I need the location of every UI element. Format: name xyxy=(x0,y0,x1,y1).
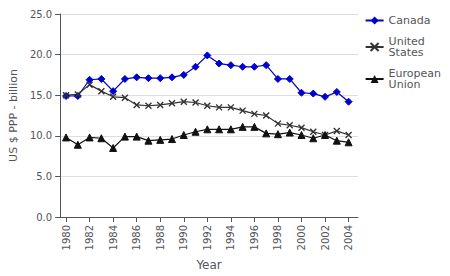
svg-text:1992: 1992 xyxy=(202,225,213,250)
svg-text:US $ PPP - billion: US $ PPP - billion xyxy=(7,69,20,162)
svg-text:States: States xyxy=(389,46,424,59)
svg-text:1986: 1986 xyxy=(131,225,142,250)
svg-text:10.0: 10.0 xyxy=(30,130,52,141)
svg-text:2002: 2002 xyxy=(320,225,331,250)
svg-text:1998: 1998 xyxy=(272,225,283,250)
svg-text:25.0: 25.0 xyxy=(30,9,52,20)
svg-text:2000: 2000 xyxy=(296,225,307,250)
svg-text:1988: 1988 xyxy=(155,225,166,250)
svg-text:1990: 1990 xyxy=(178,225,189,250)
svg-text:0.0: 0.0 xyxy=(36,212,52,223)
svg-text:5.0: 5.0 xyxy=(36,171,52,182)
svg-text:1994: 1994 xyxy=(225,225,236,250)
svg-text:1982: 1982 xyxy=(84,225,95,250)
svg-text:2004: 2004 xyxy=(343,225,354,250)
svg-text:Canada: Canada xyxy=(389,14,431,27)
svg-text:Year: Year xyxy=(195,258,221,272)
svg-text:Union: Union xyxy=(389,78,421,91)
svg-text:United: United xyxy=(388,35,425,48)
svg-text:1980: 1980 xyxy=(61,225,72,250)
svg-text:1996: 1996 xyxy=(249,225,260,250)
svg-text:20.0: 20.0 xyxy=(30,49,52,60)
svg-text:European: European xyxy=(388,67,441,80)
svg-text:1984: 1984 xyxy=(108,225,119,250)
svg-text:15.0: 15.0 xyxy=(30,90,52,101)
